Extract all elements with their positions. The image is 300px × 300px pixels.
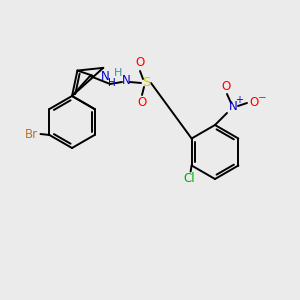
Text: O: O [221, 80, 231, 92]
Text: O: O [249, 97, 259, 110]
Text: +: + [235, 95, 243, 105]
Text: N: N [101, 70, 110, 83]
Text: Cl: Cl [184, 172, 195, 185]
Text: O: O [135, 56, 145, 70]
Text: N: N [229, 100, 237, 113]
Text: Br: Br [25, 128, 38, 140]
Text: O: O [137, 97, 147, 110]
Text: −: − [258, 93, 266, 103]
Text: H: H [114, 68, 122, 78]
Text: S: S [142, 76, 150, 89]
Text: H: H [108, 78, 116, 88]
Text: N: N [122, 74, 130, 88]
